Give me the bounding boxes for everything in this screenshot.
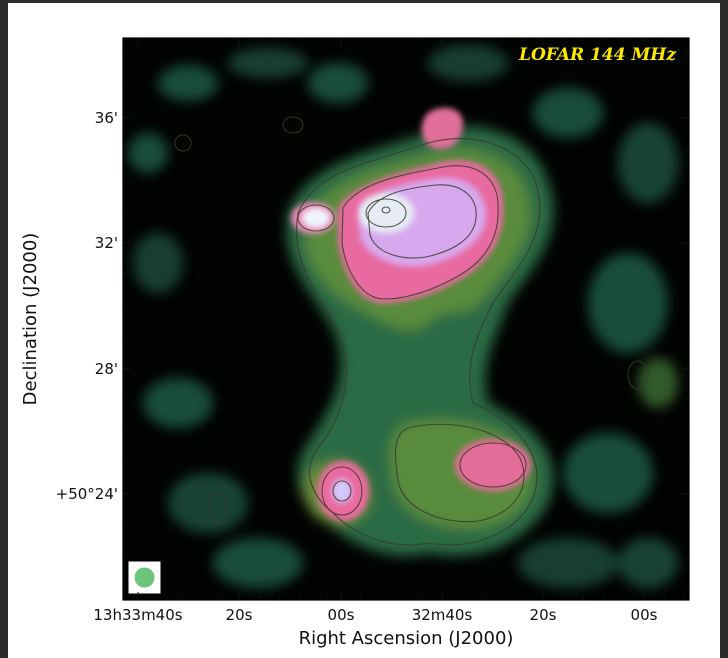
y-tick-label: +50°24' [56,485,118,503]
contours [174,116,649,546]
y-axis-title: Declination (J2000) [20,233,41,406]
panel-label: LOFAR 144 MHz [518,45,676,65]
beam-ellipse [134,567,155,588]
radio-map-figure: LOFAR 144 MHz 13 [20,37,690,649]
x-tick-label: 32m40s [412,606,473,624]
figure: LOFAR 144 MHz 13 [8,3,720,658]
y-tick-label: 32' [95,234,118,252]
noise-patches [128,45,678,588]
x-tick-labels: 13h33m40s 20s 00s 32m40s 20s 00s [93,606,657,624]
x-tick-label: 00s [631,606,658,624]
y-tick-label: 28' [95,360,118,378]
x-tick-label: 13h33m40s [93,606,182,624]
plot-frame [122,37,690,601]
radio-intensity-image: LOFAR 144 MHz [123,38,689,600]
x-axis-title: Right Ascension (J2000) [299,628,514,649]
y-tick-label: 36' [95,109,118,127]
x-tick-label: 00s [328,606,355,624]
x-tick-label: 20s [530,606,557,624]
x-tick-label: 20s [226,606,253,624]
minor-tick-marks [123,38,689,600]
beam-marker [127,560,162,595]
y-tick-labels: 36' 32' 28' +50°24' [56,109,118,503]
